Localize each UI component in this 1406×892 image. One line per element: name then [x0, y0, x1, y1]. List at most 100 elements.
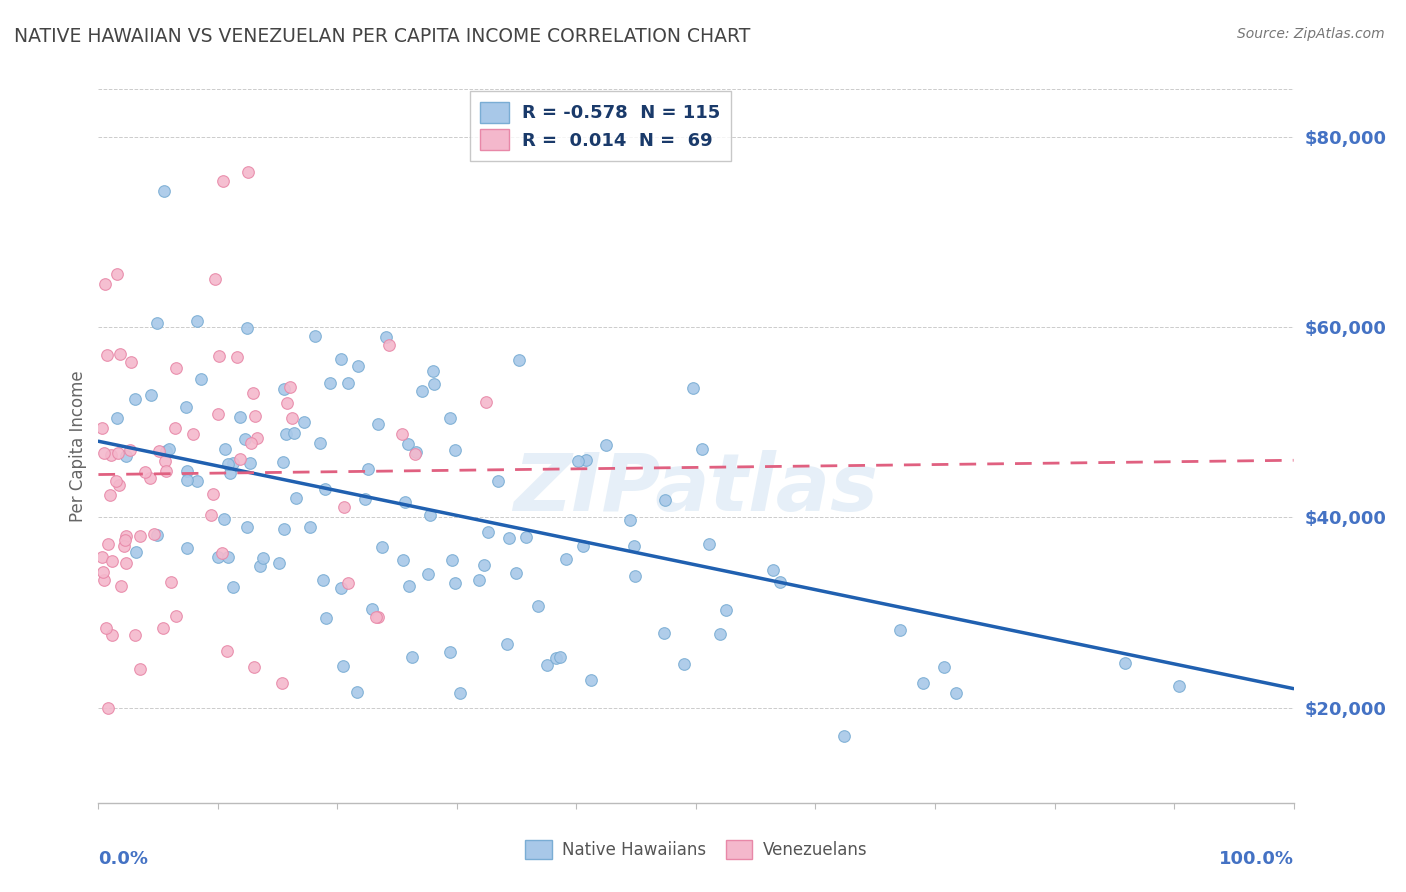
Point	[391, 426, 413, 441]
Point	[176, 541, 198, 556]
Point	[246, 430, 269, 444]
Point	[235, 432, 257, 446]
Point	[1114, 657, 1136, 671]
Text: 100.0%: 100.0%	[1219, 850, 1294, 869]
Point	[416, 567, 439, 582]
Point	[619, 513, 641, 527]
Point	[443, 443, 465, 458]
Point	[709, 627, 731, 641]
Point	[239, 456, 262, 470]
Point	[292, 416, 315, 430]
Point	[572, 539, 595, 553]
Point	[97, 700, 120, 714]
Point	[360, 602, 382, 616]
Point	[398, 579, 420, 593]
Point	[357, 461, 380, 475]
Point	[367, 610, 389, 624]
Point	[475, 395, 498, 409]
Point	[595, 438, 617, 452]
Point	[155, 444, 177, 458]
Point	[186, 474, 208, 488]
Point	[91, 550, 114, 565]
Point	[105, 411, 128, 425]
Point	[419, 508, 441, 523]
Point	[278, 380, 301, 394]
Point	[581, 673, 603, 687]
Point	[654, 492, 676, 507]
Point	[152, 621, 174, 635]
Point	[472, 558, 495, 573]
Point	[319, 376, 342, 391]
Point	[392, 553, 415, 567]
Point	[546, 650, 568, 665]
Point	[160, 575, 183, 590]
Point	[367, 417, 389, 431]
Point	[271, 455, 294, 469]
Point	[146, 316, 169, 330]
Point	[396, 437, 419, 451]
Text: NATIVE HAWAIIAN VS VENEZUELAN PER CAPITA INCOME CORRELATION CHART: NATIVE HAWAIIAN VS VENEZUELAN PER CAPITA…	[14, 27, 751, 45]
Point	[273, 382, 295, 396]
Point	[401, 649, 423, 664]
Point	[211, 547, 233, 561]
Point	[422, 364, 444, 378]
Point	[1167, 679, 1189, 693]
Point	[155, 453, 177, 467]
Point	[304, 328, 326, 343]
Point	[371, 541, 394, 555]
Point	[337, 576, 360, 591]
Point	[276, 396, 298, 410]
Point	[120, 355, 142, 369]
Text: ZIPatlas: ZIPatlas	[513, 450, 879, 528]
Point	[423, 377, 446, 392]
Point	[204, 272, 226, 286]
Point	[269, 556, 291, 570]
Point	[235, 520, 257, 534]
Point	[114, 533, 136, 547]
Point	[889, 624, 911, 638]
Point	[508, 353, 530, 368]
Point	[243, 660, 266, 674]
Point	[714, 602, 737, 616]
Point	[118, 443, 141, 458]
Point	[97, 537, 120, 551]
Point	[449, 686, 471, 700]
Point	[139, 388, 162, 402]
Point	[439, 644, 461, 658]
Point	[155, 464, 177, 478]
Point	[567, 454, 589, 468]
Point	[274, 426, 297, 441]
Point	[93, 573, 115, 587]
Point	[124, 392, 146, 407]
Y-axis label: Per Capita Income: Per Capita Income	[69, 370, 87, 522]
Point	[548, 649, 571, 664]
Point	[217, 549, 239, 564]
Point	[240, 436, 263, 450]
Point	[143, 526, 166, 541]
Point	[110, 579, 132, 593]
Point	[222, 456, 245, 470]
Point	[94, 277, 117, 292]
Point	[181, 426, 204, 441]
Point	[312, 574, 335, 588]
Point	[217, 644, 239, 658]
Point	[332, 500, 354, 514]
Point	[411, 384, 433, 399]
Point	[575, 453, 598, 467]
Point	[354, 492, 377, 507]
Point	[336, 376, 359, 391]
Point	[134, 465, 156, 479]
Point	[114, 556, 136, 570]
Point	[146, 528, 169, 542]
Point	[174, 400, 197, 414]
Point	[229, 410, 252, 425]
Point	[934, 660, 956, 674]
Point	[100, 488, 122, 502]
Point	[347, 359, 370, 374]
Point	[165, 421, 187, 435]
Point	[309, 436, 332, 450]
Point	[110, 347, 132, 361]
Point	[236, 165, 259, 179]
Point	[214, 511, 236, 525]
Point	[682, 381, 704, 395]
